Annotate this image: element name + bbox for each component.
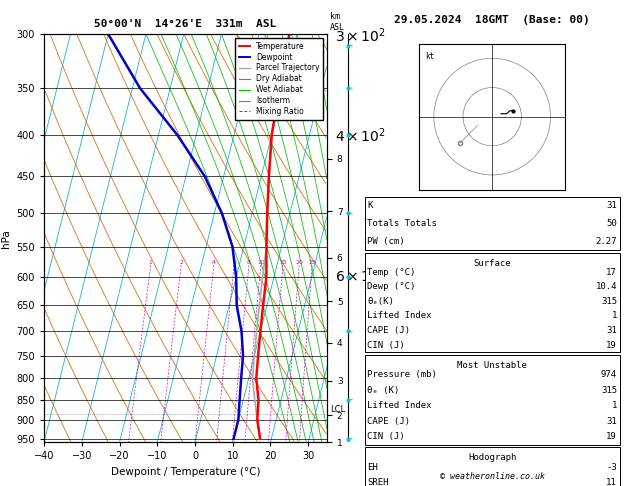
Text: 315: 315: [601, 386, 617, 395]
Text: θₑ (K): θₑ (K): [367, 386, 399, 395]
Text: 10: 10: [257, 260, 265, 265]
Text: 20: 20: [295, 260, 303, 265]
Text: 10.4: 10.4: [596, 282, 617, 291]
Text: 31: 31: [606, 417, 617, 426]
Text: 1: 1: [611, 401, 617, 410]
Text: 4: 4: [212, 260, 216, 265]
Text: 8: 8: [247, 260, 251, 265]
Text: CAPE (J): CAPE (J): [367, 326, 410, 335]
Legend: Temperature, Dewpoint, Parcel Trajectory, Dry Adiabat, Wet Adiabat, Isotherm, Mi: Temperature, Dewpoint, Parcel Trajectory…: [235, 38, 323, 120]
Text: LCL: LCL: [330, 405, 345, 414]
Text: Hodograph: Hodograph: [468, 453, 516, 462]
Text: km
ASL: km ASL: [330, 12, 345, 32]
Text: Surface: Surface: [474, 259, 511, 268]
Text: 6: 6: [232, 260, 236, 265]
Text: 1: 1: [148, 260, 153, 265]
Text: 25: 25: [308, 260, 316, 265]
Text: © weatheronline.co.uk: © weatheronline.co.uk: [440, 472, 545, 481]
Text: CAPE (J): CAPE (J): [367, 417, 410, 426]
Text: Lifted Index: Lifted Index: [367, 401, 432, 410]
Y-axis label: hPa: hPa: [1, 229, 11, 247]
Text: 2: 2: [179, 260, 183, 265]
Text: 17: 17: [606, 268, 617, 277]
Text: SREH: SREH: [367, 478, 389, 486]
Text: EH: EH: [367, 463, 378, 472]
Text: 315: 315: [601, 297, 617, 306]
Text: 29.05.2024  18GMT  (Base: 00): 29.05.2024 18GMT (Base: 00): [394, 15, 590, 25]
Text: Temp (°C): Temp (°C): [367, 268, 416, 277]
Text: Dewp (°C): Dewp (°C): [367, 282, 416, 291]
Text: Most Unstable: Most Unstable: [457, 361, 527, 370]
Text: 2.27: 2.27: [596, 237, 617, 246]
Text: -3: -3: [606, 463, 617, 472]
Text: K: K: [367, 201, 373, 210]
Text: 11: 11: [606, 478, 617, 486]
Text: 19: 19: [606, 341, 617, 349]
Text: PW (cm): PW (cm): [367, 237, 405, 246]
Text: 31: 31: [606, 326, 617, 335]
Text: 50: 50: [606, 219, 617, 228]
X-axis label: Dewpoint / Temperature (°C): Dewpoint / Temperature (°C): [111, 467, 260, 477]
Text: 1: 1: [611, 312, 617, 320]
Text: 15: 15: [279, 260, 287, 265]
Text: Totals Totals: Totals Totals: [367, 219, 437, 228]
Text: 19: 19: [606, 433, 617, 441]
Text: CIN (J): CIN (J): [367, 433, 405, 441]
Text: Lifted Index: Lifted Index: [367, 312, 432, 320]
Text: kt: kt: [425, 52, 435, 62]
Text: 974: 974: [601, 370, 617, 379]
Text: CIN (J): CIN (J): [367, 341, 405, 349]
Text: θₑ(K): θₑ(K): [367, 297, 394, 306]
Text: 50°00'N  14°26'E  331m  ASL: 50°00'N 14°26'E 331m ASL: [94, 19, 277, 29]
Text: 31: 31: [606, 201, 617, 210]
Text: Pressure (mb): Pressure (mb): [367, 370, 437, 379]
